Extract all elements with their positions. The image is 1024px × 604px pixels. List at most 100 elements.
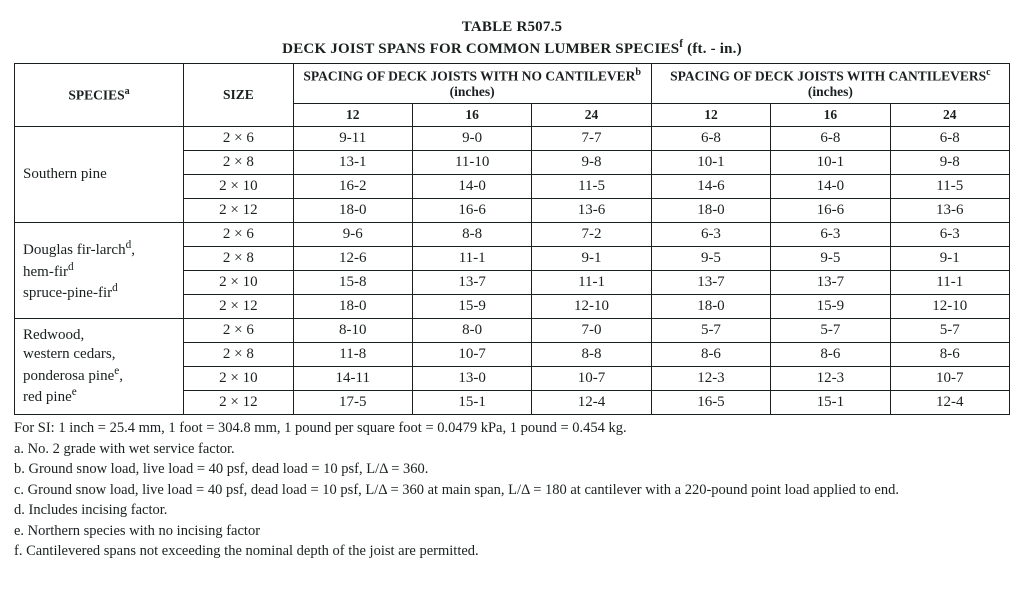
cell-nc12: 17-5 [293, 391, 412, 415]
cell-c12: 5-7 [651, 319, 770, 343]
cell-size: 2 × 6 [184, 319, 293, 343]
cell-c24: 6-3 [890, 223, 1009, 247]
cell-nc16: 15-1 [412, 391, 531, 415]
species-cell: Southern pine [15, 127, 184, 223]
cell-c12: 14-6 [651, 175, 770, 199]
cell-nc24: 10-7 [532, 367, 651, 391]
cell-nc24: 7-0 [532, 319, 651, 343]
cell-nc16: 10-7 [412, 343, 531, 367]
cell-nc16: 11-1 [412, 247, 531, 271]
cell-c12: 6-3 [651, 223, 770, 247]
cell-c16: 10-1 [771, 151, 890, 175]
species-cell: Douglas fir-larchd,hem-firdspruce-pine-f… [15, 223, 184, 319]
cell-c16: 6-3 [771, 223, 890, 247]
cell-nc12: 18-0 [293, 295, 412, 319]
cell-c12: 18-0 [651, 199, 770, 223]
cell-size: 2 × 8 [184, 247, 293, 271]
cell-c12: 12-3 [651, 367, 770, 391]
cell-nc12: 8-10 [293, 319, 412, 343]
cell-size: 2 × 6 [184, 127, 293, 151]
cell-nc16: 8-0 [412, 319, 531, 343]
col-c-12: 12 [651, 104, 770, 127]
cell-c24: 12-10 [890, 295, 1009, 319]
note-a: a. No. 2 grade with wet service factor. [14, 440, 1010, 460]
cell-nc24: 13-6 [532, 199, 651, 223]
cell-c12: 9-5 [651, 247, 770, 271]
cell-c24: 11-5 [890, 175, 1009, 199]
note-d: d. Includes incising factor. [14, 501, 1010, 521]
cell-c16: 15-9 [771, 295, 890, 319]
cell-c24: 8-6 [890, 343, 1009, 367]
col-nc-12: 12 [293, 104, 412, 127]
cell-c24: 5-7 [890, 319, 1009, 343]
cell-size: 2 × 12 [184, 391, 293, 415]
cell-size: 2 × 8 [184, 343, 293, 367]
cell-nc12: 14-11 [293, 367, 412, 391]
cell-nc24: 12-10 [532, 295, 651, 319]
col-c-24: 24 [890, 104, 1009, 127]
cell-c12: 16-5 [651, 391, 770, 415]
cell-size: 2 × 6 [184, 223, 293, 247]
cell-nc16: 13-7 [412, 271, 531, 295]
cell-nc12: 16-2 [293, 175, 412, 199]
cell-nc24: 8-8 [532, 343, 651, 367]
title-line-1: TABLE R507.5 [14, 18, 1010, 37]
cell-nc24: 7-7 [532, 127, 651, 151]
note-f: f. Cantilevered spans not exceeding the … [14, 542, 1010, 562]
cell-nc24: 11-1 [532, 271, 651, 295]
cell-size: 2 × 8 [184, 151, 293, 175]
cell-c16: 14-0 [771, 175, 890, 199]
cell-c24: 13-6 [890, 199, 1009, 223]
cell-c16: 16-6 [771, 199, 890, 223]
cell-size: 2 × 10 [184, 367, 293, 391]
table-row: Douglas fir-larchd,hem-firdspruce-pine-f… [15, 223, 1010, 247]
cell-c12: 13-7 [651, 271, 770, 295]
table-row: Redwood,western cedars,ponderosa pinee,r… [15, 319, 1010, 343]
note-b: b. Ground snow load, live load = 40 psf,… [14, 460, 1010, 480]
cell-c12: 10-1 [651, 151, 770, 175]
cell-c16: 12-3 [771, 367, 890, 391]
cell-nc16: 8-8 [412, 223, 531, 247]
cell-nc16: 16-6 [412, 199, 531, 223]
cell-nc16: 15-9 [412, 295, 531, 319]
joist-span-table: SPECIESa SIZE SPACING OF DECK JOISTS WIT… [14, 63, 1010, 416]
table-body: Southern pine2 × 69-119-07-76-86-86-82 ×… [15, 127, 1010, 415]
cell-nc12: 9-6 [293, 223, 412, 247]
title-line-2: DECK JOIST SPANS FOR COMMON LUMBER SPECI… [14, 37, 1010, 59]
cell-c12: 8-6 [651, 343, 770, 367]
cell-nc12: 9-11 [293, 127, 412, 151]
cell-c16: 8-6 [771, 343, 890, 367]
cell-c12: 18-0 [651, 295, 770, 319]
cell-nc24: 9-1 [532, 247, 651, 271]
table-title: TABLE R507.5 DECK JOIST SPANS FOR COMMON… [14, 18, 1010, 59]
col-c-16: 16 [771, 104, 890, 127]
cell-nc16: 14-0 [412, 175, 531, 199]
cell-nc24: 12-4 [532, 391, 651, 415]
cell-c24: 11-1 [890, 271, 1009, 295]
table-row: Southern pine2 × 69-119-07-76-86-86-8 [15, 127, 1010, 151]
colgroup-cantilever: SPACING OF DECK JOISTS WITH CANTILEVERSc… [651, 63, 1009, 104]
note-e: e. Northern species with no incising fac… [14, 522, 1010, 542]
cell-c16: 15-1 [771, 391, 890, 415]
cell-nc24: 7-2 [532, 223, 651, 247]
cell-nc24: 11-5 [532, 175, 651, 199]
col-nc-24: 24 [532, 104, 651, 127]
cell-c16: 9-5 [771, 247, 890, 271]
colgroup-no-cantilever: SPACING OF DECK JOISTS WITH NO CANTILEVE… [293, 63, 651, 104]
cell-nc24: 9-8 [532, 151, 651, 175]
cell-nc16: 13-0 [412, 367, 531, 391]
cell-c24: 9-1 [890, 247, 1009, 271]
cell-size: 2 × 12 [184, 295, 293, 319]
cell-size: 2 × 12 [184, 199, 293, 223]
cell-nc12: 18-0 [293, 199, 412, 223]
col-size: SIZE [184, 63, 293, 127]
cell-c24: 10-7 [890, 367, 1009, 391]
cell-nc12: 11-8 [293, 343, 412, 367]
cell-nc12: 13-1 [293, 151, 412, 175]
species-cell: Redwood,western cedars,ponderosa pinee,r… [15, 319, 184, 415]
cell-nc12: 15-8 [293, 271, 412, 295]
cell-size: 2 × 10 [184, 175, 293, 199]
cell-nc16: 9-0 [412, 127, 531, 151]
cell-c16: 5-7 [771, 319, 890, 343]
cell-c16: 6-8 [771, 127, 890, 151]
